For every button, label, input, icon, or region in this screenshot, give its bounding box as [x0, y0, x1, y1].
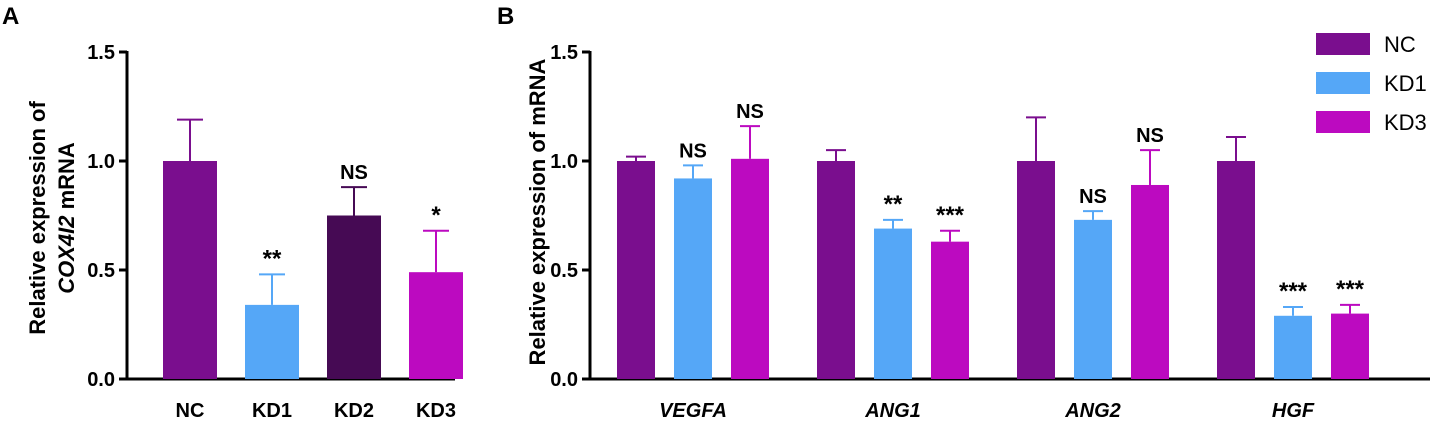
panel-b-significance: NS [679, 140, 707, 162]
panel-a-y-tick-label: 1.0 [87, 151, 115, 173]
panel-b-bar [817, 161, 855, 379]
panel-b-significance: *** [936, 202, 965, 229]
panel-b-bar [1131, 184, 1169, 379]
panel-a-significance: * [431, 202, 441, 229]
panel-a-plot: 0.0 0.5 1.0 1.5 NC KD1 ** KD2 NS KD3 * [87, 42, 463, 422]
panel-b-ylabel: Relative expression of mRNA [525, 58, 550, 365]
panel-b-significance: ** [884, 191, 903, 218]
panel-b-category-label: ANG2 [1064, 400, 1121, 422]
panel-a-ylabel-suffix: mRNA [54, 142, 79, 215]
panel-b-category-label: HGF [1272, 400, 1315, 422]
panel-b-bar [1274, 315, 1312, 379]
panel-a-ylabel-line2: COX4I2 mRNA [54, 142, 79, 294]
panel-b-significance: NS [736, 101, 764, 123]
panel-b-significance: NS [1079, 186, 1107, 208]
panel-a-bar [327, 215, 381, 379]
legend-label: KD1 [1384, 71, 1427, 96]
legend-label: KD3 [1384, 110, 1427, 135]
legend-swatch [1316, 72, 1370, 94]
panel-b-category-label: VEGFA [659, 400, 727, 422]
legend-swatch [1316, 111, 1370, 133]
panel-b-y-tick-label: 1.5 [550, 42, 578, 64]
panel-a-category-label: NC [176, 400, 205, 422]
panel-b-bar [874, 228, 912, 379]
legend-swatch [1316, 33, 1370, 55]
panel-b-y-tick-label: 0.0 [550, 369, 578, 391]
panel-a-bar [245, 304, 299, 379]
panel-a-y-tick-label: 0.0 [87, 369, 115, 391]
panel-b-bar [1217, 161, 1255, 379]
panel-b-y-tick-label: 0.5 [550, 260, 578, 282]
panel-b-bar [931, 241, 969, 379]
panel-b-legend: NC KD1 KD3 [1316, 32, 1427, 135]
panel-b-bar [1017, 161, 1055, 379]
panel-a-category-label: KD3 [416, 400, 456, 422]
panel-a-bar [163, 161, 217, 379]
panel-b-bar [731, 158, 769, 379]
panel-a-ylabel-line1: Relative expression of [25, 101, 50, 335]
panel-b-bar [1074, 219, 1112, 379]
panel-a-letter: A [2, 3, 19, 30]
panel-a-ylabel-gene: COX4I2 [54, 215, 79, 294]
legend-label: NC [1384, 32, 1416, 57]
panel-b-bar [674, 178, 712, 379]
panel-a-category-label: KD1 [252, 400, 292, 422]
panel-b-significance: *** [1336, 276, 1365, 303]
panel-b-category-label: ANG1 [864, 400, 921, 422]
panel-a-bar [409, 272, 463, 379]
panel-a-category-label: KD2 [334, 400, 374, 422]
panel-a-y-tick-label: 1.5 [87, 42, 115, 64]
panel-b-bar [1331, 313, 1369, 379]
panel-b-y-tick-label: 1.0 [550, 151, 578, 173]
panel-b-bar [617, 161, 655, 379]
panel-a-y-tick-label: 0.5 [87, 260, 115, 282]
panel-b-significance: *** [1279, 278, 1308, 305]
panel-b-significance: NS [1136, 125, 1164, 147]
panel-a-significance: NS [340, 162, 368, 184]
panel-b-letter: B [497, 3, 514, 30]
panel-a-significance: ** [263, 245, 282, 272]
